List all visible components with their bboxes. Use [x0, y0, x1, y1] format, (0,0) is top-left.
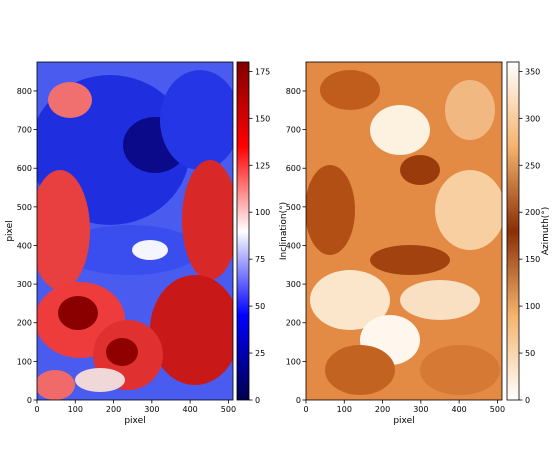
azimuth-x-tick-label: 500: [490, 405, 505, 414]
inclination-colorbar-label: Inclination(°): [279, 202, 289, 260]
inclination-y-tick-label: 200: [17, 319, 32, 328]
inclination-y-tick-label: 100: [17, 357, 32, 366]
inclination-x-tick-label: 200: [106, 405, 121, 414]
inclination-colorbar-tick-label: 0: [255, 396, 260, 405]
azimuth-colorbar-tick-label: 50: [525, 349, 535, 358]
azimuth-x-tick-label: 400: [451, 405, 466, 414]
azimuth-panel: 0 100 200 300 400 500 01002003004005006007008…: [286, 61, 551, 426]
inclination-x-tick-label: 300: [144, 405, 159, 414]
inclination-colorbar-tick-label: 175: [255, 67, 270, 76]
azimuth-y-axis: 0 100 200 300 400 500 600 700 800: [286, 87, 306, 405]
inclination-x-tick-label: 500: [221, 405, 236, 414]
inclination-y-axis-label: pixel: [5, 220, 15, 241]
azimuth-x-tick-label: 0: [303, 405, 308, 414]
inclination-panel: 0 100 200 300 400 500 01002003004005006007008…: [5, 61, 289, 426]
inclination-y-tick-label: 700: [17, 126, 32, 135]
inclination-colorbar: [236, 61, 250, 401]
azimuth-x-axis: 0 100 200 300 400 500: [303, 400, 505, 414]
azimuth-x-tick-label: 100: [337, 405, 352, 414]
inclination-colorbar-tick-label: 75: [255, 255, 265, 264]
azimuth-x-axis-label: pixel: [393, 416, 414, 426]
azimuth-colorbar-tick-label: 300: [525, 114, 540, 123]
inclination-x-tick-label: 0: [34, 405, 39, 414]
inclination-y-tick-label: 500: [17, 203, 32, 212]
inclination-y-axis: 0 100 200 300 400 500 600 700 800: [17, 87, 37, 405]
azimuth-colorbar-tick-label: 150: [525, 255, 540, 264]
azimuth-colorbar-ticks: 0 50 100 150 200 250 300 350: [519, 67, 540, 405]
azimuth-colorbar-tick-label: 100: [525, 302, 540, 311]
inclination-x-tick-label: 100: [68, 405, 83, 414]
azimuth-y-tick-label: 100: [286, 357, 301, 366]
inclination-y-tick-label: 0: [27, 396, 32, 405]
inclination-plot-frame: [36, 61, 234, 401]
inclination-colorbar-tick-label: 100: [255, 208, 270, 217]
azimuth-y-tick-label: 200: [286, 319, 301, 328]
inclination-x-axis: 0 100 200 300 400 500: [34, 400, 236, 414]
azimuth-colorbar-tick-label: 200: [525, 208, 540, 217]
azimuth-y-tick-label: 400: [286, 241, 301, 250]
azimuth-y-tick-label: 700: [286, 126, 301, 135]
inclination-colorbar-tick-label: 25: [255, 349, 265, 358]
azimuth-y-tick-label: 600: [286, 164, 301, 173]
azimuth-colorbar-tick-label: 350: [525, 67, 540, 76]
azimuth-colorbar-label: Azimuth(°): [541, 207, 551, 256]
azimuth-colorbar-tick-label: 0: [525, 396, 530, 405]
inclination-colorbar-tick-label: 150: [255, 114, 270, 123]
azimuth-colorbar-tick-label: 250: [525, 161, 540, 170]
inclination-y-tick-label: 300: [17, 280, 32, 289]
inclination-image: [37, 62, 233, 400]
inclination-y-tick-label: 600: [17, 164, 32, 173]
inclination-y-tick-label: 800: [17, 87, 32, 96]
azimuth-x-tick-label: 300: [413, 405, 428, 414]
azimuth-y-tick-label: 0: [296, 396, 301, 405]
inclination-colorbar-tick-label: 125: [255, 161, 270, 170]
inclination-colorbar-tick-label: 50: [255, 302, 265, 311]
azimuth-y-tick-label: 300: [286, 280, 301, 289]
inclination-x-tick-label: 400: [182, 405, 197, 414]
azimuth-y-tick-label: 500: [286, 203, 301, 212]
inclination-x-axis-label: pixel: [124, 416, 145, 426]
azimuth-plot-frame: [305, 61, 503, 401]
azimuth-image: [306, 62, 502, 400]
inclination-y-tick-label: 400: [17, 241, 32, 250]
azimuth-x-tick-label: 200: [375, 405, 390, 414]
inclination-colorbar-ticks: 0 25 50 75 100 125 150 175: [249, 67, 270, 405]
azimuth-colorbar: [506, 61, 520, 401]
azimuth-y-tick-label: 800: [286, 87, 301, 96]
